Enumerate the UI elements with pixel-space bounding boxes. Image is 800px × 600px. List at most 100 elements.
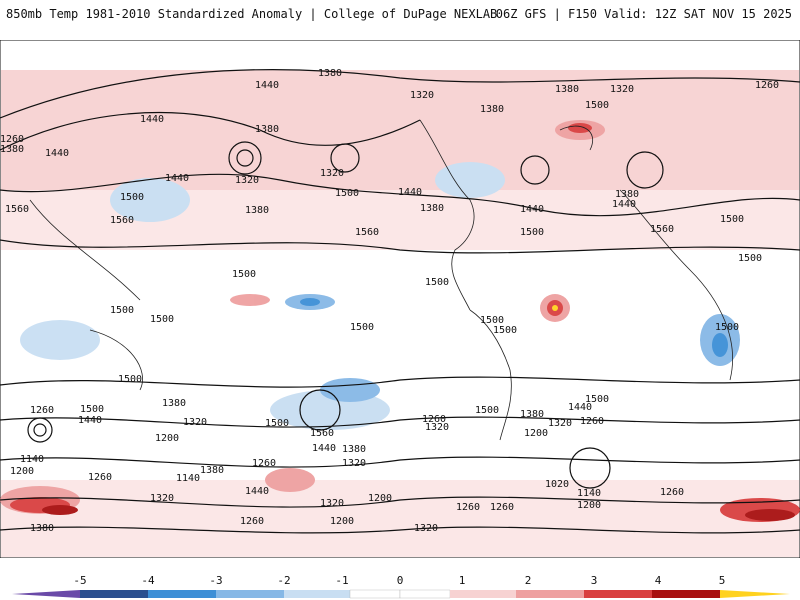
shade-pos1-south [1, 480, 799, 557]
shade-pos1-north [1, 70, 799, 190]
label-1380-k: 1380 [520, 409, 544, 420]
label-1500-f: 1500 [232, 269, 256, 280]
contour-low-1 [228, 141, 262, 175]
shade-pos5-a [552, 305, 558, 311]
shade-neg3-b [712, 333, 728, 357]
label-1140-c: 1140 [577, 488, 601, 499]
shade-pos2-a [230, 294, 270, 306]
swatch-pos3 [584, 590, 652, 598]
coast-north-america [419, 119, 475, 311]
model-run-info: 06Z GFS | F150 Valid: 12Z SAT NOV 15 202… [495, 7, 792, 21]
label-1380-i: 1380 [162, 398, 186, 409]
coast-africa [619, 189, 733, 381]
label-1260-b: 1260 [0, 134, 24, 145]
shade-pos4-a [745, 509, 795, 521]
label-1380-j: 1380 [342, 444, 366, 455]
label-1200-b: 1200 [10, 466, 34, 477]
label-1380-g: 1380 [420, 203, 444, 214]
contour-1560-north [0, 239, 800, 254]
label-1380-h: 1380 [480, 104, 504, 115]
label-1440-j: 1440 [568, 402, 592, 413]
coast-south-america [469, 309, 512, 441]
contour-1200-south [0, 526, 800, 534]
label-1500-h: 1500 [738, 253, 762, 264]
label-1440-a: 1440 [255, 80, 279, 91]
label-1560-b: 1560 [110, 215, 134, 226]
label-1500-i: 1500 [110, 305, 134, 316]
label-1200-a: 1200 [155, 433, 179, 444]
swatch-zero-pos [399, 589, 451, 599]
shade-neg1-d [435, 162, 505, 198]
anomaly-map: 1380 1440 1320 1380 1260 1440 1500 1380 … [0, 40, 800, 558]
label-1320-g: 1320 [342, 458, 366, 469]
label-1260-e: 1260 [252, 458, 276, 469]
label-1440-b: 1440 [140, 114, 164, 125]
shade-pos2-d [265, 468, 315, 492]
label-1500-q: 1500 [475, 405, 499, 416]
shade-neg2-a [320, 378, 380, 402]
colorbar-label-neg4: -4 [141, 574, 155, 587]
label-1020-a: 1020 [545, 479, 569, 490]
colorbar-swatches [12, 589, 790, 599]
swatch-neg1 [284, 590, 350, 598]
shade-neg1-b [110, 178, 190, 222]
label-1380-b: 1380 [555, 84, 579, 95]
label-1440-f: 1440 [520, 204, 544, 215]
map-title: 850mb Temp 1981-2010 Standardized Anomal… [6, 7, 498, 21]
label-1380-m: 1380 [200, 465, 224, 476]
label-1500-l: 1500 [480, 315, 504, 326]
label-1500-r: 1500 [585, 394, 609, 405]
label-1320-c: 1320 [235, 175, 259, 186]
colorbar-label-neg2: -2 [277, 574, 290, 587]
contour-low-1-inner [236, 149, 254, 167]
colorbar-label-neg1: -1 [335, 574, 348, 587]
label-1500-c: 1500 [120, 192, 144, 203]
label-1500-m: 1500 [493, 325, 517, 336]
label-1500-g: 1500 [425, 277, 449, 288]
label-1200-f: 1200 [577, 500, 601, 511]
contour-low-4 [626, 151, 664, 189]
label-1260-k: 1260 [490, 502, 514, 513]
label-1260-j: 1260 [660, 487, 684, 498]
label-1500-j: 1500 [150, 314, 174, 325]
label-1380-f: 1380 [615, 189, 639, 200]
contour-1380-north [0, 69, 800, 119]
colorbar-label-2: 2 [525, 574, 532, 587]
label-1440-c: 1440 [45, 148, 69, 159]
label-1260-a: 1260 [755, 80, 779, 91]
label-1200-d: 1200 [368, 493, 392, 504]
label-1320-h: 1320 [425, 422, 449, 433]
colorbar-label-0: 0 [397, 574, 404, 587]
label-1320-a: 1320 [410, 90, 434, 101]
anomaly-shading [0, 70, 800, 557]
label-1440-h: 1440 [78, 415, 102, 426]
contour-1260-south [0, 496, 800, 508]
swatch-neg3 [148, 590, 216, 598]
label-1200-c: 1200 [524, 428, 548, 439]
label-1500-o: 1500 [118, 374, 142, 385]
label-1320-f: 1320 [150, 493, 174, 504]
label-1500-s: 1500 [265, 418, 289, 429]
label-1380-d: 1380 [0, 144, 24, 155]
swatch-neg4 [80, 590, 148, 598]
label-1320-i: 1320 [548, 418, 572, 429]
contour-low-5 [27, 417, 53, 443]
label-1380-l: 1380 [30, 523, 54, 534]
contour-1320-south [0, 456, 800, 468]
colorbar-label-neg5: -5 [73, 574, 86, 587]
label-1140-a: 1140 [20, 454, 44, 465]
contour-low-3 [520, 155, 550, 185]
contour-low-2 [330, 143, 360, 173]
label-1500-n: 1500 [715, 322, 739, 333]
swatch-pos2 [516, 590, 584, 598]
height-contours [0, 69, 800, 534]
coast-greenland [559, 125, 593, 151]
header: 850mb Temp 1981-2010 Standardized Anomal… [0, 0, 800, 30]
label-1560-d: 1560 [650, 224, 674, 235]
colorbar-labels: -5 -4 -3 -2 -1 0 1 2 3 4 5 [73, 574, 725, 587]
shade-pos4-b [42, 505, 78, 515]
contour-high-south [299, 389, 341, 431]
colorbar-label-1: 1 [459, 574, 466, 587]
label-1320-e: 1320 [183, 417, 207, 428]
shade-neg1-a [20, 320, 100, 360]
